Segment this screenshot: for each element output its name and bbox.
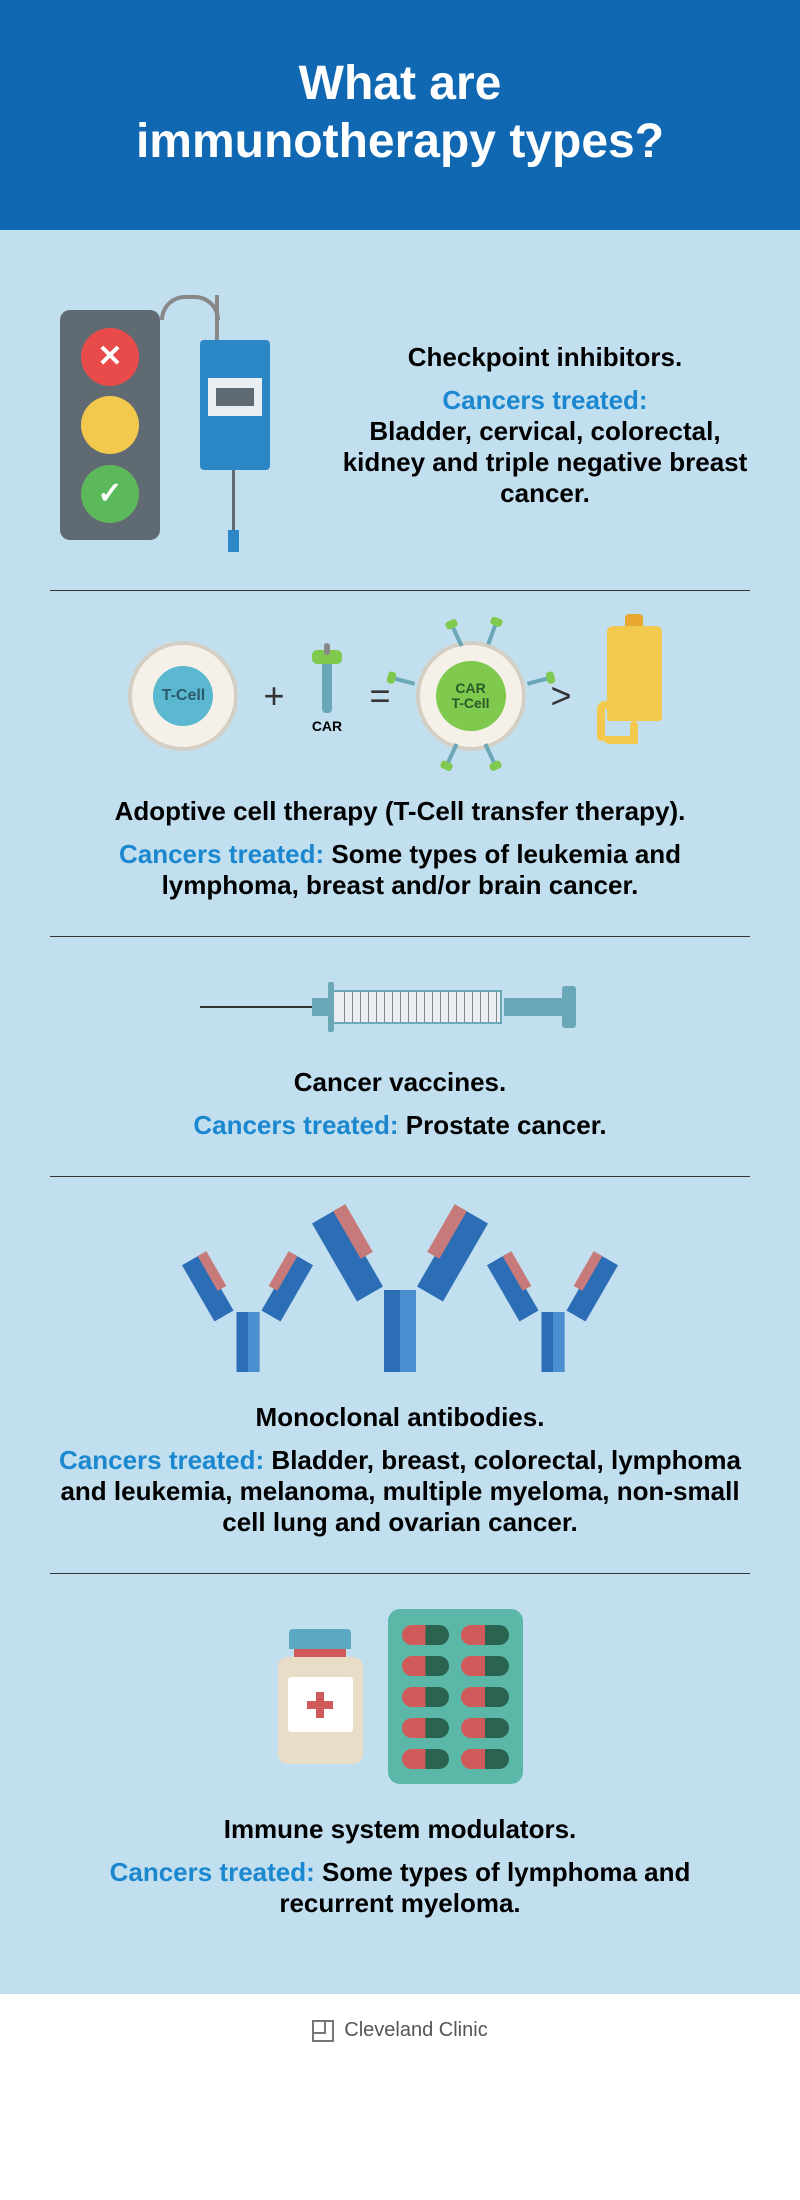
- content: ✕ ✓ Checkpoint inhibitors. Cancers treat…: [0, 230, 800, 1994]
- page-title: What are immunotherapy types?: [30, 55, 770, 170]
- antibody-small-icon: [505, 1257, 600, 1372]
- pill-blister-icon: [388, 1609, 523, 1784]
- therapy-title: Checkpoint inhibitors.: [340, 342, 750, 373]
- footer: Cleveland Clinic: [0, 1994, 800, 2067]
- section1-text: Checkpoint inhibitors. Cancers treated: …: [340, 342, 750, 509]
- treated-line: Cancers treated: Bladder, breast, colore…: [50, 1445, 750, 1538]
- syringe-icon: [200, 972, 600, 1042]
- plus-symbol: +: [263, 675, 284, 717]
- traffic-light-icon: ✕ ✓: [60, 310, 160, 540]
- car-tcell-icon: CAR T-Cell: [416, 641, 526, 751]
- therapy-title: Monoclonal antibodies.: [50, 1402, 750, 1433]
- antibody-large-icon: [335, 1212, 465, 1372]
- infographic-container: What are immunotherapy types? ✕ ✓ Checkp…: [0, 0, 800, 2067]
- treated-label: Cancers treated:: [119, 839, 324, 869]
- section-checkpoint-inhibitors: ✕ ✓ Checkpoint inhibitors. Cancers treat…: [50, 260, 750, 590]
- therapy-title: Immune system modulators.: [50, 1814, 750, 1845]
- treated-label: Cancers treated:: [193, 1110, 398, 1140]
- red-light-icon: ✕: [81, 328, 139, 386]
- tcell-icon: T-Cell: [128, 641, 238, 751]
- title-line2: immunotherapy types?: [136, 115, 664, 168]
- footer-brand: Cleveland Clinic: [344, 2019, 487, 2042]
- treated-label: Cancers treated:: [110, 1857, 315, 1887]
- treated-text: Prostate cancer.: [399, 1110, 607, 1140]
- section-immune-modulators: Immune system modulators. Cancers treate…: [50, 1574, 750, 1954]
- iv-bag-icon: [200, 340, 270, 470]
- car-label: CAR: [309, 718, 344, 734]
- therapy-title: Adoptive cell therapy (T-Cell transfer t…: [50, 796, 750, 827]
- treated-line: Cancers treated: Bladder, cervical, colo…: [340, 385, 750, 509]
- treated-line: Cancers treated: Some types of leukemia …: [50, 839, 750, 901]
- section3-text: Cancer vaccines. Cancers treated: Prosta…: [50, 1067, 750, 1141]
- medical-cross-icon: [307, 1692, 333, 1718]
- section-cancer-vaccines: Cancer vaccines. Cancers treated: Prosta…: [50, 937, 750, 1176]
- medication-icon: [50, 1609, 750, 1784]
- car-tcell-label: CAR T-Cell: [436, 661, 506, 731]
- section-adoptive-cell-therapy: T-Cell + CAR = CAR T-Cell: [50, 591, 750, 936]
- yellow-light-icon: [81, 396, 139, 454]
- tcell-label: T-Cell: [153, 666, 213, 726]
- treated-label: Cancers treated:: [59, 1445, 264, 1475]
- cleveland-clinic-logo-icon: [312, 2020, 334, 2042]
- treated-label: Cancers treated:: [442, 385, 647, 415]
- section-monoclonal-antibodies: Monoclonal antibodies. Cancers treated: …: [50, 1177, 750, 1573]
- section2-text: Adoptive cell therapy (T-Cell transfer t…: [50, 796, 750, 901]
- blood-bag-icon: [597, 626, 672, 766]
- treated-line: Cancers treated: Some types of lymphoma …: [50, 1857, 750, 1919]
- treated-text: Bladder, cervical, colorectal, kidney an…: [343, 416, 748, 508]
- section4-text: Monoclonal antibodies. Cancers treated: …: [50, 1402, 750, 1538]
- title-line1: What are: [299, 57, 502, 110]
- car-receptor-icon: CAR: [309, 658, 344, 734]
- therapy-title: Cancer vaccines.: [50, 1067, 750, 1098]
- medicine-bottle-icon: [278, 1629, 363, 1764]
- header: What are immunotherapy types?: [0, 0, 800, 230]
- antibody-small-icon: [200, 1257, 295, 1372]
- treated-line: Cancers treated: Prostate cancer.: [50, 1110, 750, 1141]
- equation-diagram: T-Cell + CAR = CAR T-Cell: [50, 626, 750, 766]
- treated-text: Some types of lymphoma and recurrent mye…: [279, 1857, 690, 1918]
- traffic-light-iv-icon: ✕ ✓: [50, 295, 300, 555]
- antibodies-icon: [50, 1212, 750, 1372]
- green-light-icon: ✓: [81, 465, 139, 523]
- section5-text: Immune system modulators. Cancers treate…: [50, 1814, 750, 1919]
